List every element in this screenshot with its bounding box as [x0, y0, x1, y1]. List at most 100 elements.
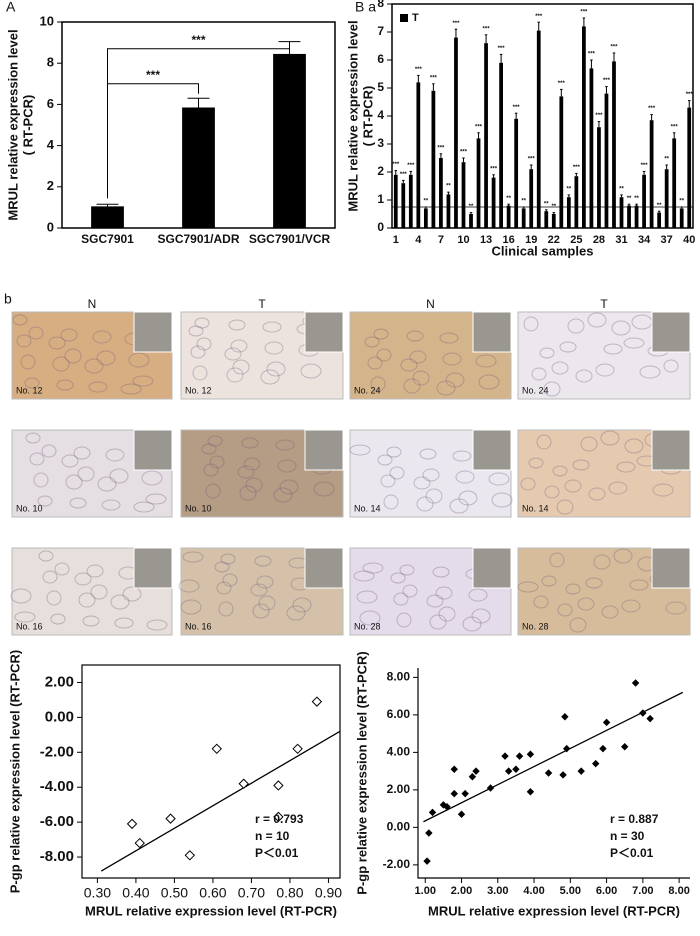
- bar: [529, 169, 534, 228]
- significance-label: ***: [671, 124, 679, 130]
- tissue-texture: [220, 553, 236, 565]
- tissue-texture: [613, 548, 633, 564]
- tissue-texture: [442, 352, 462, 366]
- tissue-texture: [260, 369, 280, 385]
- tissue-texture: [425, 488, 443, 504]
- significance-label: ***: [460, 150, 468, 156]
- tissue-texture: [226, 367, 244, 383]
- tissue-texture: [396, 612, 412, 628]
- x-tick-label: 0.90: [315, 885, 342, 901]
- bar: [612, 61, 616, 229]
- tissue-texture: [439, 332, 459, 344]
- significance-label: **: [679, 199, 684, 205]
- significance-label: ***: [437, 145, 445, 151]
- tissue-texture: [241, 437, 259, 449]
- data-point: [184, 850, 196, 861]
- tissue-texture: [216, 581, 232, 595]
- significance-label: ***: [573, 165, 581, 171]
- y-tick-label: 0: [47, 219, 54, 234]
- legend-label: T: [412, 12, 419, 24]
- significance-label: ***: [535, 14, 543, 20]
- significance-label: ***: [146, 68, 160, 82]
- x-tick-label: 22: [548, 234, 560, 246]
- data-point: [457, 810, 466, 818]
- inset-image: [304, 429, 344, 471]
- tissue-texture: [471, 608, 491, 624]
- tissue-texture: [386, 446, 402, 458]
- data-point: [461, 789, 469, 798]
- y-tick-label: 0: [377, 220, 384, 234]
- inset-image: [304, 311, 344, 353]
- significance-label: **: [634, 196, 639, 202]
- tissue-texture: [245, 477, 263, 493]
- tissue-texture: [41, 444, 57, 458]
- tissue-texture: [182, 551, 204, 563]
- axis-line: [417, 668, 690, 879]
- x-tick-label: SGC7901: [81, 232, 134, 246]
- bar: [589, 68, 594, 229]
- tissue-texture: [468, 588, 488, 602]
- bar: [566, 197, 571, 228]
- bar: [514, 118, 519, 228]
- bar: [401, 183, 406, 228]
- sample-label: No. 10: [185, 503, 212, 513]
- bar: [649, 120, 654, 228]
- inset-image: [472, 547, 512, 589]
- tissue-texture: [389, 466, 405, 480]
- stat-annotation: n = 30: [610, 829, 645, 843]
- tissue-texture: [531, 367, 547, 381]
- tissue-texture: [73, 446, 91, 460]
- tissue-texture: [393, 592, 409, 606]
- tissue-texture: [46, 590, 62, 606]
- stat-annotation: P＜0.01: [610, 846, 654, 860]
- bar: [521, 208, 526, 228]
- tissue-texture: [373, 328, 389, 340]
- data-point: [165, 813, 176, 824]
- tissue-texture: [132, 375, 154, 387]
- significance-label: ***: [191, 33, 205, 47]
- tissue-texture: [243, 457, 261, 471]
- significance-label: ***: [595, 113, 603, 119]
- tissue-texture: [262, 321, 282, 333]
- tissue-texture: [61, 454, 79, 468]
- tissue-texture: [250, 583, 268, 597]
- tissue-texture: [141, 470, 163, 486]
- bar: [664, 169, 669, 228]
- sample-label: No. 24: [354, 385, 381, 395]
- data-point: [515, 752, 524, 760]
- y-axis-label: P-gp relative expression level (RT-PCR): [354, 651, 369, 894]
- tissue-texture: [412, 370, 430, 386]
- tissue-texture: [88, 381, 108, 393]
- bar: [559, 96, 564, 229]
- tissue-texture: [90, 584, 108, 600]
- tissue-texture: [277, 459, 297, 473]
- tissue-texture: [455, 470, 475, 484]
- tissue-texture: [96, 350, 116, 366]
- sample-label: No. 28: [522, 621, 549, 631]
- x-tick-label: 28: [593, 234, 605, 246]
- data-point: [423, 857, 431, 865]
- bar: [454, 37, 458, 228]
- significance-label: ***: [648, 106, 656, 112]
- tissue-texture: [621, 599, 641, 613]
- tissue-texture: [86, 564, 104, 578]
- x-tick-label: 0.50: [161, 885, 188, 901]
- significance-label: ***: [580, 10, 588, 16]
- inset-image: [133, 429, 173, 471]
- x-tick-label: 0.70: [238, 885, 265, 901]
- tissue-texture: [603, 343, 623, 355]
- bar: [574, 176, 579, 228]
- y-tick-label: 10: [40, 13, 54, 28]
- tissue-texture: [105, 448, 125, 462]
- tissue-texture: [624, 438, 644, 454]
- tissue-texture: [402, 584, 418, 598]
- data-point: [602, 718, 611, 727]
- y-tick-label: 0.00: [387, 820, 411, 834]
- tissue-texture: [639, 365, 661, 379]
- tissue-texture: [652, 483, 674, 497]
- y-tick-label: 6: [47, 96, 54, 111]
- tissue-texture: [114, 617, 134, 629]
- significance-label: ***: [558, 81, 566, 87]
- tissue-texture: [528, 457, 544, 469]
